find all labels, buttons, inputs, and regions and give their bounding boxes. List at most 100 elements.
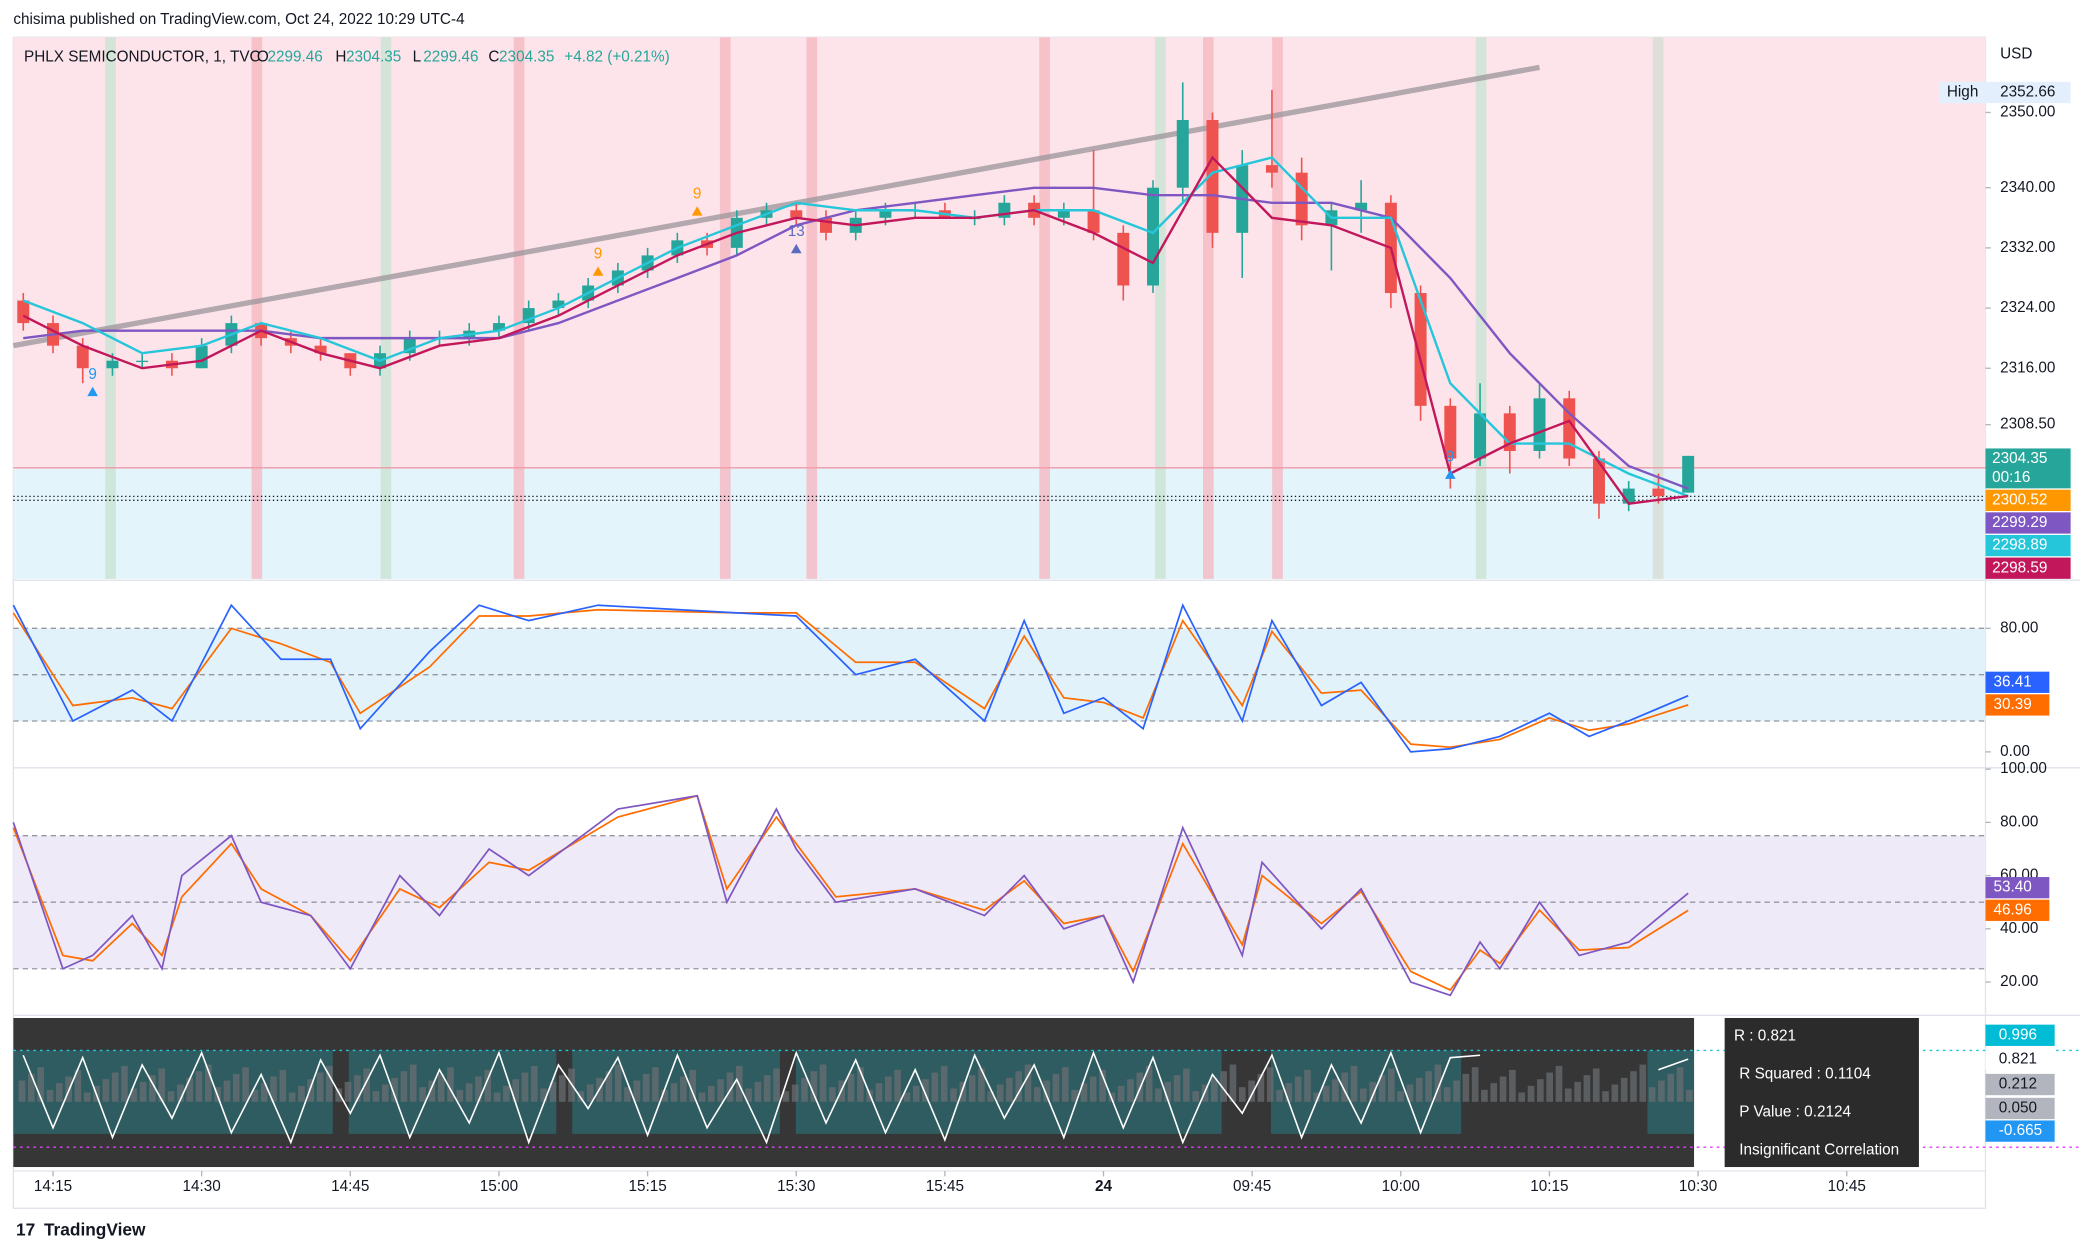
oscillator-line — [12, 602, 1689, 753]
currency-label: USD — [2000, 46, 2032, 63]
volume-column — [400, 1071, 408, 1102]
volume-column — [391, 1077, 398, 1102]
candle-body — [1355, 202, 1368, 211]
value-badge — [1985, 1024, 2055, 1046]
volume-column — [1071, 1089, 1078, 1102]
volume-column — [1360, 1088, 1367, 1102]
stats-text: Insignificant Correlation — [1739, 1141, 1899, 1158]
candle-body — [1652, 488, 1665, 497]
footer-logo: TradingView — [44, 1219, 146, 1239]
volume-column — [475, 1076, 482, 1102]
value-badge-text: 30.39 — [1993, 696, 2031, 713]
candle-body — [522, 308, 535, 324]
session-band — [1272, 37, 1283, 579]
y-tick-label: 40.00 — [2000, 920, 2038, 937]
volume-column — [940, 1065, 948, 1102]
session-band — [806, 37, 818, 579]
legend-value: 2304.35 — [346, 48, 401, 65]
volume-column — [1034, 1087, 1041, 1102]
volume-column — [1453, 1080, 1460, 1102]
value-badge-text: 53.40 — [1993, 879, 2031, 896]
volume-column — [111, 1072, 119, 1102]
volume-column — [1322, 1085, 1330, 1102]
price-badge-text: 2299.29 — [1992, 514, 2047, 531]
volume-column — [1676, 1067, 1684, 1102]
value-badge — [1985, 1048, 2055, 1070]
candle-body — [1682, 455, 1695, 493]
volume-column — [717, 1079, 724, 1102]
volume-column — [139, 1081, 147, 1102]
y-tick-label: 80.00 — [2000, 813, 2038, 830]
volume-column — [242, 1067, 249, 1102]
volume-column — [1043, 1080, 1050, 1102]
correlation-line — [22, 1050, 1689, 1145]
value-badge — [1985, 1120, 2055, 1142]
value-badge-text: 36.41 — [1993, 673, 2031, 690]
candle-body — [76, 345, 89, 369]
high-value: 2352.66 — [2000, 84, 2055, 101]
volume-column — [707, 1085, 715, 1102]
price-badge-text: 2298.59 — [1992, 559, 2047, 576]
y-tick-label: 2316.00 — [2000, 359, 2055, 376]
volume-column — [1648, 1087, 1656, 1102]
legend-key: O — [257, 48, 269, 65]
stats-text: R : 0.821 — [1734, 1028, 1796, 1045]
volume-column — [195, 1071, 203, 1102]
candle-body — [1265, 165, 1278, 173]
legend-value: 2299.46 — [268, 48, 323, 65]
volume-column — [260, 1083, 268, 1102]
session-band — [719, 37, 731, 579]
candle-body — [1057, 210, 1070, 218]
volume-column — [698, 1092, 706, 1102]
x-tick-label: 15:15 — [628, 1178, 666, 1195]
value-badge — [1985, 1073, 2055, 1096]
zone-upper — [13, 37, 1986, 468]
high-badge — [1985, 81, 2071, 104]
session-band — [1039, 37, 1050, 579]
volume-column — [726, 1072, 734, 1102]
volume-column — [1667, 1073, 1675, 1102]
candle-body — [998, 202, 1011, 218]
stats-text: R Squared : 0.1104 — [1739, 1066, 1871, 1083]
session-band — [251, 37, 263, 579]
volume-column — [1425, 1071, 1432, 1102]
x-tick-label: 10:30 — [1679, 1178, 1717, 1195]
value-badge-text: 0.821 — [1999, 1050, 2037, 1067]
volume-column — [903, 1092, 911, 1102]
value-badge — [1985, 899, 2050, 921]
volume-column — [1127, 1079, 1134, 1102]
volume-column — [1415, 1077, 1423, 1102]
volume-column — [782, 1091, 790, 1102]
volume-column — [531, 1065, 538, 1102]
level-band — [13, 835, 1986, 969]
publish-header: chisima published on TradingView.com, Oc… — [13, 11, 465, 28]
volume-column — [1061, 1067, 1069, 1102]
volume-column — [1052, 1073, 1060, 1102]
volume-column — [372, 1091, 380, 1102]
x-tick-label: 24 — [1095, 1178, 1113, 1195]
volume-column — [1276, 1089, 1283, 1102]
volume-column — [1164, 1081, 1172, 1102]
volume-column — [1117, 1085, 1125, 1102]
volume-column — [1378, 1075, 1386, 1102]
volume-column — [1220, 1071, 1227, 1102]
signal-marker — [592, 266, 604, 276]
legend-key: C — [488, 48, 499, 65]
candle-body — [819, 217, 832, 233]
signal-marker — [1444, 469, 1456, 479]
x-tick-label: 14:45 — [331, 1178, 369, 1195]
volume-column — [1080, 1083, 1088, 1102]
volume-column — [279, 1069, 287, 1102]
candle-body — [1087, 210, 1100, 233]
signal-label: 9 — [693, 185, 702, 202]
volume-column — [149, 1075, 156, 1102]
volume-column — [1145, 1065, 1153, 1102]
legend-value: 2299.46 — [423, 48, 478, 65]
volume-column — [1173, 1075, 1181, 1102]
volume-column — [1238, 1087, 1246, 1102]
legend-key: L — [413, 48, 422, 65]
volume-column — [186, 1077, 194, 1102]
signal-label: 9 — [88, 366, 97, 383]
volume-column — [428, 1080, 436, 1102]
volume-column — [354, 1075, 361, 1102]
